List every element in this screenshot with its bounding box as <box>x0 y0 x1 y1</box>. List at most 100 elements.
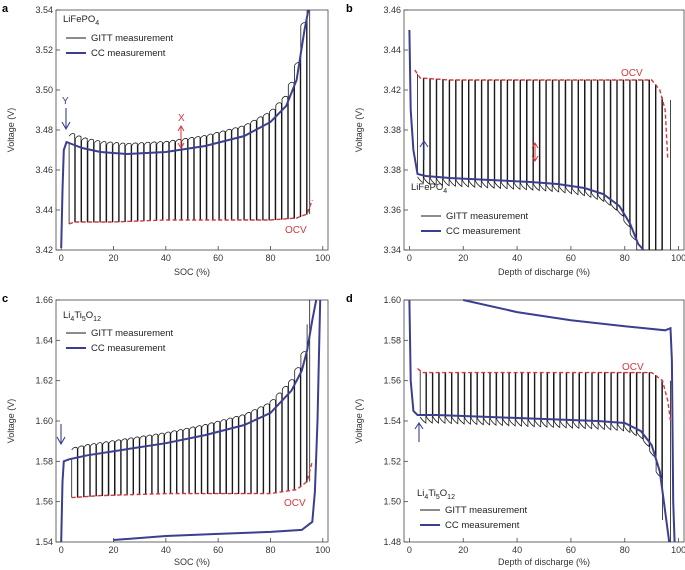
panel-a-gitt-pulse <box>275 99 283 220</box>
panel-b-xtick-label: 20 <box>458 253 468 263</box>
panel-b-gitt-pulse <box>417 77 425 184</box>
panel-c-gitt-pulse <box>89 443 97 497</box>
panel-c-gitt-pulse <box>114 439 122 496</box>
panel-b-ytick-label: 3.42 <box>383 85 401 95</box>
panel-c-gitt-pulse <box>145 434 153 495</box>
panel-c-gitt-pulse <box>201 424 209 494</box>
panel-d-gitt-pulse <box>464 372 472 425</box>
panel-b-xtick-label: 80 <box>620 253 630 263</box>
panel-a-gitt-pulse <box>193 136 201 221</box>
panel-d-gitt-pulse <box>451 372 459 425</box>
panel-c-gitt-pulse <box>96 442 104 496</box>
panel-a-gitt-pulse <box>87 138 95 223</box>
panel-a-xtick-label: 40 <box>161 253 171 263</box>
panel-a-gitt-pulse <box>68 133 76 223</box>
panel-b-ytick-label: 3.34 <box>383 245 401 255</box>
panel-a-gitt-pulse <box>162 140 170 221</box>
panel-a-gitt-pulse <box>281 84 289 220</box>
panel-a-gitt-pulse <box>181 138 189 221</box>
panel-d-gitt-pulse <box>477 372 485 426</box>
panel-d-gitt-pulse <box>553 372 561 429</box>
panel-a-gitt-pulse <box>294 25 302 217</box>
panel-a-legend-gitt: GITT measurement <box>91 33 174 44</box>
panel-b-gitt-pulse <box>442 79 451 187</box>
panel-b-ytick-label: 3.36 <box>383 205 401 215</box>
panel-a-cc-series <box>60 9 310 249</box>
panel-b-gitt-pulse <box>481 79 489 189</box>
panel-d-gitt-pulse <box>655 379 663 520</box>
panel-c-legend-cc: CC measurement <box>91 343 166 354</box>
panel-d-gitt-pulse <box>636 372 644 441</box>
panel-d-legend-gitt: GITT measurement <box>445 505 528 516</box>
panel-a-ytick-label: 3.54 <box>35 5 53 15</box>
panel-c-gitt-pulse <box>189 426 196 494</box>
panel-a-ytick-label: 3.42 <box>35 245 53 255</box>
panel-c-ylabel: Voltage (V) <box>6 399 16 444</box>
panel-c-legend-gitt: GITT measurement <box>91 328 174 339</box>
panel-b-gitt-pulse <box>591 79 599 201</box>
panel-a-ocv-series <box>68 199 313 225</box>
panel-c-gitt-pulse <box>164 431 172 494</box>
panel-a-ocv-label: OCV <box>285 225 307 236</box>
panel-c-gitt-pulse <box>151 433 159 495</box>
panel-c-gitt-pulse <box>195 425 203 494</box>
panel-b-gitt-pulse <box>597 79 605 203</box>
panel-a-double-arrow-icon <box>177 125 185 149</box>
panel-a-ytick-label: 3.48 <box>35 125 53 135</box>
panel-b-ylabel: Voltage (V) <box>354 108 364 153</box>
panel-a-gitt-pulse <box>256 116 264 221</box>
panel-d-gitt-pulse <box>623 372 631 434</box>
panel-d-gitt-pulse <box>515 372 523 427</box>
panel-d-gitt-pulse <box>540 372 549 428</box>
panel-c-gitt-pulse <box>170 430 178 494</box>
panel-b-xtick-label: 100 <box>671 253 685 263</box>
panel-c-gitt-pulse <box>257 406 265 494</box>
panel-d-gitt-pulse <box>445 372 453 425</box>
panel-d-gitt-pulse <box>547 372 555 429</box>
panel-b-cc-series <box>408 29 645 251</box>
panel-d-xtick-label: 100 <box>671 545 685 555</box>
panel-a-gitt-pulse <box>137 142 145 222</box>
panel-a-ytick-label: 3.46 <box>35 165 53 175</box>
panel-b-xtick-label: 40 <box>512 253 522 263</box>
panel-c-gitt-pulse <box>281 382 289 492</box>
panel-c-ytick-label: 1.56 <box>35 497 53 507</box>
panel-a-gitt-pulse <box>100 141 108 223</box>
panel-d-ylabel: Voltage (V) <box>354 399 364 444</box>
panel-c-xtick-label: 20 <box>109 545 119 555</box>
panel-b-letter: b <box>346 3 353 15</box>
panel-a-gitt-pulse <box>212 132 220 221</box>
panel-b-xtick-label: 0 <box>407 253 412 263</box>
panel-b-gitt-pulse <box>455 79 463 188</box>
panel-d-gitt-pulse <box>630 372 638 437</box>
panel-b-xlabel: Depth of discharge (%) <box>498 267 590 277</box>
panel-b-ocv-label: OCV <box>621 68 643 79</box>
panel-b-gitt-pulse <box>623 79 631 235</box>
panel-a-gitt-pulse <box>219 130 227 221</box>
panel-d-ocv-label: OCV <box>622 362 644 373</box>
panel-d-xtick-label: 0 <box>407 545 412 555</box>
panel-c-xlabel: SOC (%) <box>174 557 210 567</box>
panel-c-cc-line <box>60 299 318 543</box>
panel-d-ytick-label: 1.54 <box>383 416 401 426</box>
panel-d-gitt-edge <box>419 370 671 542</box>
panel-c-gitt-pulse <box>250 409 258 494</box>
panel-a-gitt-pulse <box>125 142 133 222</box>
panel-c-ytick-label: 1.66 <box>35 295 53 305</box>
panel-a-xtick-label: 0 <box>59 253 64 263</box>
panel-a-ylabel: Voltage (V) <box>6 108 16 153</box>
panel-a-frame <box>55 9 329 251</box>
panel-d-gitt-pulse <box>426 372 434 424</box>
panel-b-gitt-pulse <box>488 79 496 189</box>
panel-b-gitt-pulse <box>533 79 541 192</box>
panel-d-gitt-pulse <box>617 372 625 432</box>
panel-a-xtick-label: 60 <box>213 253 223 263</box>
panel-b-ytick-label: 3.38 <box>383 165 401 175</box>
panel-d-gitt-pulse <box>598 372 606 431</box>
panel-b-gitt-pulse <box>430 78 438 186</box>
panel-c-gitt-pulse <box>139 435 147 495</box>
panel-b-gitt-pulse <box>449 79 457 187</box>
panel-d-ytick-label: 1.56 <box>383 376 401 386</box>
panel-a-gitt-pulse <box>244 122 252 221</box>
panel-a-gitt-pulse <box>287 65 295 219</box>
